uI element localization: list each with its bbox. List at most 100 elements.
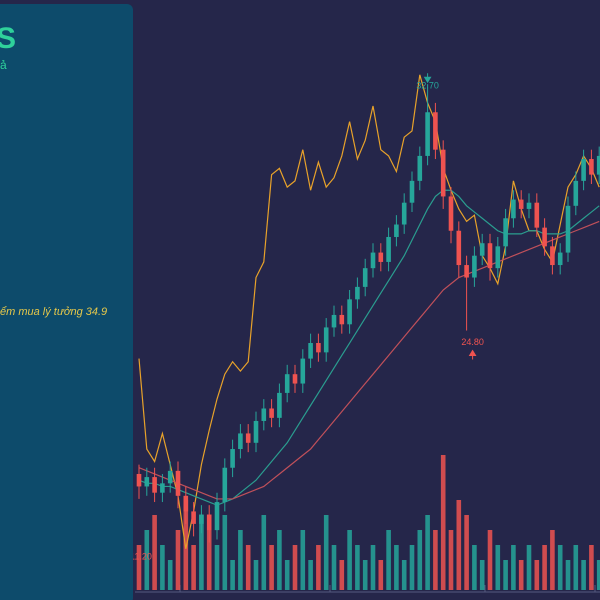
volume-bar	[199, 515, 204, 590]
volume-bar	[542, 545, 547, 590]
volume-bar	[152, 515, 157, 590]
candle-body	[487, 243, 493, 269]
candle-body	[472, 255, 477, 278]
volume-bar	[409, 545, 415, 590]
volume-bar	[433, 530, 438, 590]
volume-bar	[511, 545, 516, 590]
candle-body	[167, 470, 173, 484]
candle-body	[433, 112, 438, 150]
candle-body	[589, 159, 594, 175]
volume-bar	[206, 530, 212, 590]
volume-bar	[401, 560, 407, 590]
volume-bar	[261, 515, 267, 590]
candle-body	[136, 473, 142, 487]
candle-body	[175, 470, 181, 496]
volume-bar	[479, 560, 485, 590]
candle-body	[526, 202, 532, 209]
candle-body	[557, 252, 563, 266]
volume-bar	[160, 545, 165, 590]
candle-body	[394, 224, 399, 237]
candle-body	[199, 514, 204, 524]
low-marker	[468, 349, 477, 360]
candle-body	[542, 227, 547, 247]
volume-bar	[230, 560, 235, 590]
candle-body	[425, 112, 430, 156]
candle-body	[230, 449, 235, 468]
indicator-line	[138, 189, 600, 506]
volume-bar	[136, 545, 142, 590]
candle-body	[214, 502, 220, 531]
candle-body	[144, 477, 150, 487]
volume-bar	[557, 545, 563, 590]
volume-bar	[565, 560, 571, 590]
candle-body	[378, 252, 384, 262]
indicator-line	[138, 74, 600, 549]
candle-body	[456, 230, 462, 266]
candle-body	[440, 149, 446, 197]
candle-body	[300, 358, 306, 384]
volume-bar	[526, 545, 532, 590]
candle-body	[417, 155, 423, 181]
volume-bar	[300, 530, 306, 590]
volume-bar	[394, 545, 399, 590]
volume-bar	[339, 560, 345, 590]
sidebar	[0, 4, 133, 600]
candle-body	[479, 243, 485, 256]
sidebar-subtitle: ả	[0, 58, 7, 72]
candle-body	[292, 374, 298, 384]
volume-bar	[292, 545, 298, 590]
volume-bar	[331, 545, 337, 590]
volume-bar	[284, 560, 290, 590]
annotation: 24.80	[461, 337, 484, 347]
volume-bar	[448, 530, 454, 590]
volume-bar	[425, 515, 430, 590]
volume-bar	[308, 560, 313, 590]
volume-bar	[472, 545, 477, 590]
candle-body	[448, 196, 454, 231]
volume-bar	[144, 530, 150, 590]
candle-body	[253, 420, 259, 443]
plot: 32.70 24.80 11.20	[130, 73, 600, 590]
candle-body	[495, 246, 501, 269]
candle-body	[503, 218, 508, 247]
volume-bar	[378, 560, 384, 590]
candle-body	[409, 180, 415, 203]
volume-bar	[316, 545, 321, 590]
volume-bar	[355, 545, 360, 590]
candle-body	[573, 180, 579, 206]
volume-bar	[362, 560, 368, 590]
volume-bar	[277, 530, 282, 590]
volume-bar	[245, 545, 251, 590]
candle-body	[534, 202, 540, 228]
candle-body	[323, 327, 329, 353]
candle-body	[596, 155, 600, 175]
volume-bar	[581, 560, 586, 590]
candle-body	[183, 495, 189, 512]
candle-body	[261, 408, 267, 421]
high-marker	[423, 73, 432, 84]
candle-body	[362, 268, 368, 287]
volume-bar	[417, 530, 423, 590]
volume-bar	[589, 545, 594, 590]
volume-bar	[495, 545, 501, 590]
sidebar-title: S	[0, 22, 16, 55]
candle-body	[401, 202, 407, 225]
candle-body	[339, 314, 345, 325]
volume-label: 11.20	[130, 551, 152, 561]
candle-body	[565, 205, 571, 253]
candle-body	[331, 314, 337, 328]
volume-bar	[534, 560, 540, 590]
volume-bar	[503, 560, 508, 590]
candle-body	[222, 467, 228, 503]
volume-bar	[238, 530, 243, 590]
volume-bar	[370, 545, 376, 590]
candle-body	[269, 408, 274, 418]
candle-body	[206, 514, 212, 531]
candle-body	[316, 343, 321, 353]
sidebar-note: ểm mua lý tưởng 34.9	[0, 306, 107, 318]
candle-body	[370, 252, 376, 269]
candle-body	[511, 199, 516, 219]
candle-body	[464, 265, 469, 278]
volume-bar	[596, 560, 600, 590]
